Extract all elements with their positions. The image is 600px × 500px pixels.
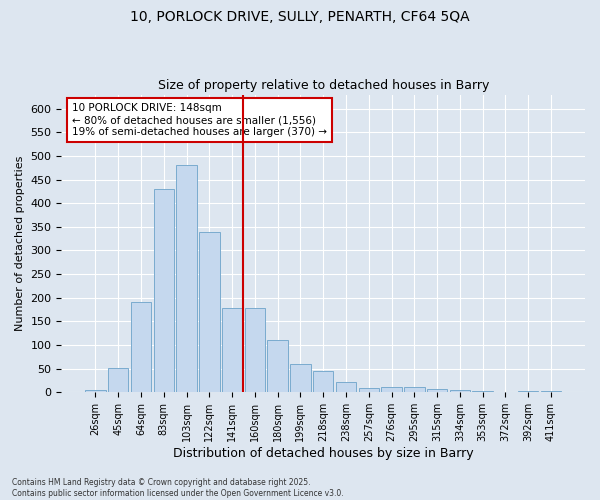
X-axis label: Distribution of detached houses by size in Barry: Distribution of detached houses by size …	[173, 447, 473, 460]
Bar	[199, 232, 220, 392]
Bar	[154, 189, 174, 392]
Bar	[245, 308, 265, 392]
Bar	[449, 390, 470, 392]
Bar	[85, 390, 106, 392]
Bar	[381, 388, 402, 392]
Bar	[268, 340, 288, 392]
Bar	[131, 302, 151, 392]
Bar	[176, 165, 197, 392]
Text: 10, PORLOCK DRIVE, SULLY, PENARTH, CF64 5QA: 10, PORLOCK DRIVE, SULLY, PENARTH, CF64 …	[130, 10, 470, 24]
Bar	[427, 390, 448, 392]
Bar	[108, 368, 128, 392]
Bar	[359, 388, 379, 392]
Title: Size of property relative to detached houses in Barry: Size of property relative to detached ho…	[158, 79, 489, 92]
Y-axis label: Number of detached properties: Number of detached properties	[15, 156, 25, 331]
Text: 10 PORLOCK DRIVE: 148sqm
← 80% of detached houses are smaller (1,556)
19% of sem: 10 PORLOCK DRIVE: 148sqm ← 80% of detach…	[72, 104, 327, 136]
Bar	[404, 388, 425, 392]
Bar	[472, 391, 493, 392]
Bar	[541, 391, 561, 392]
Bar	[313, 371, 334, 392]
Bar	[290, 364, 311, 392]
Text: Contains HM Land Registry data © Crown copyright and database right 2025.
Contai: Contains HM Land Registry data © Crown c…	[12, 478, 344, 498]
Bar	[336, 382, 356, 392]
Bar	[222, 308, 242, 392]
